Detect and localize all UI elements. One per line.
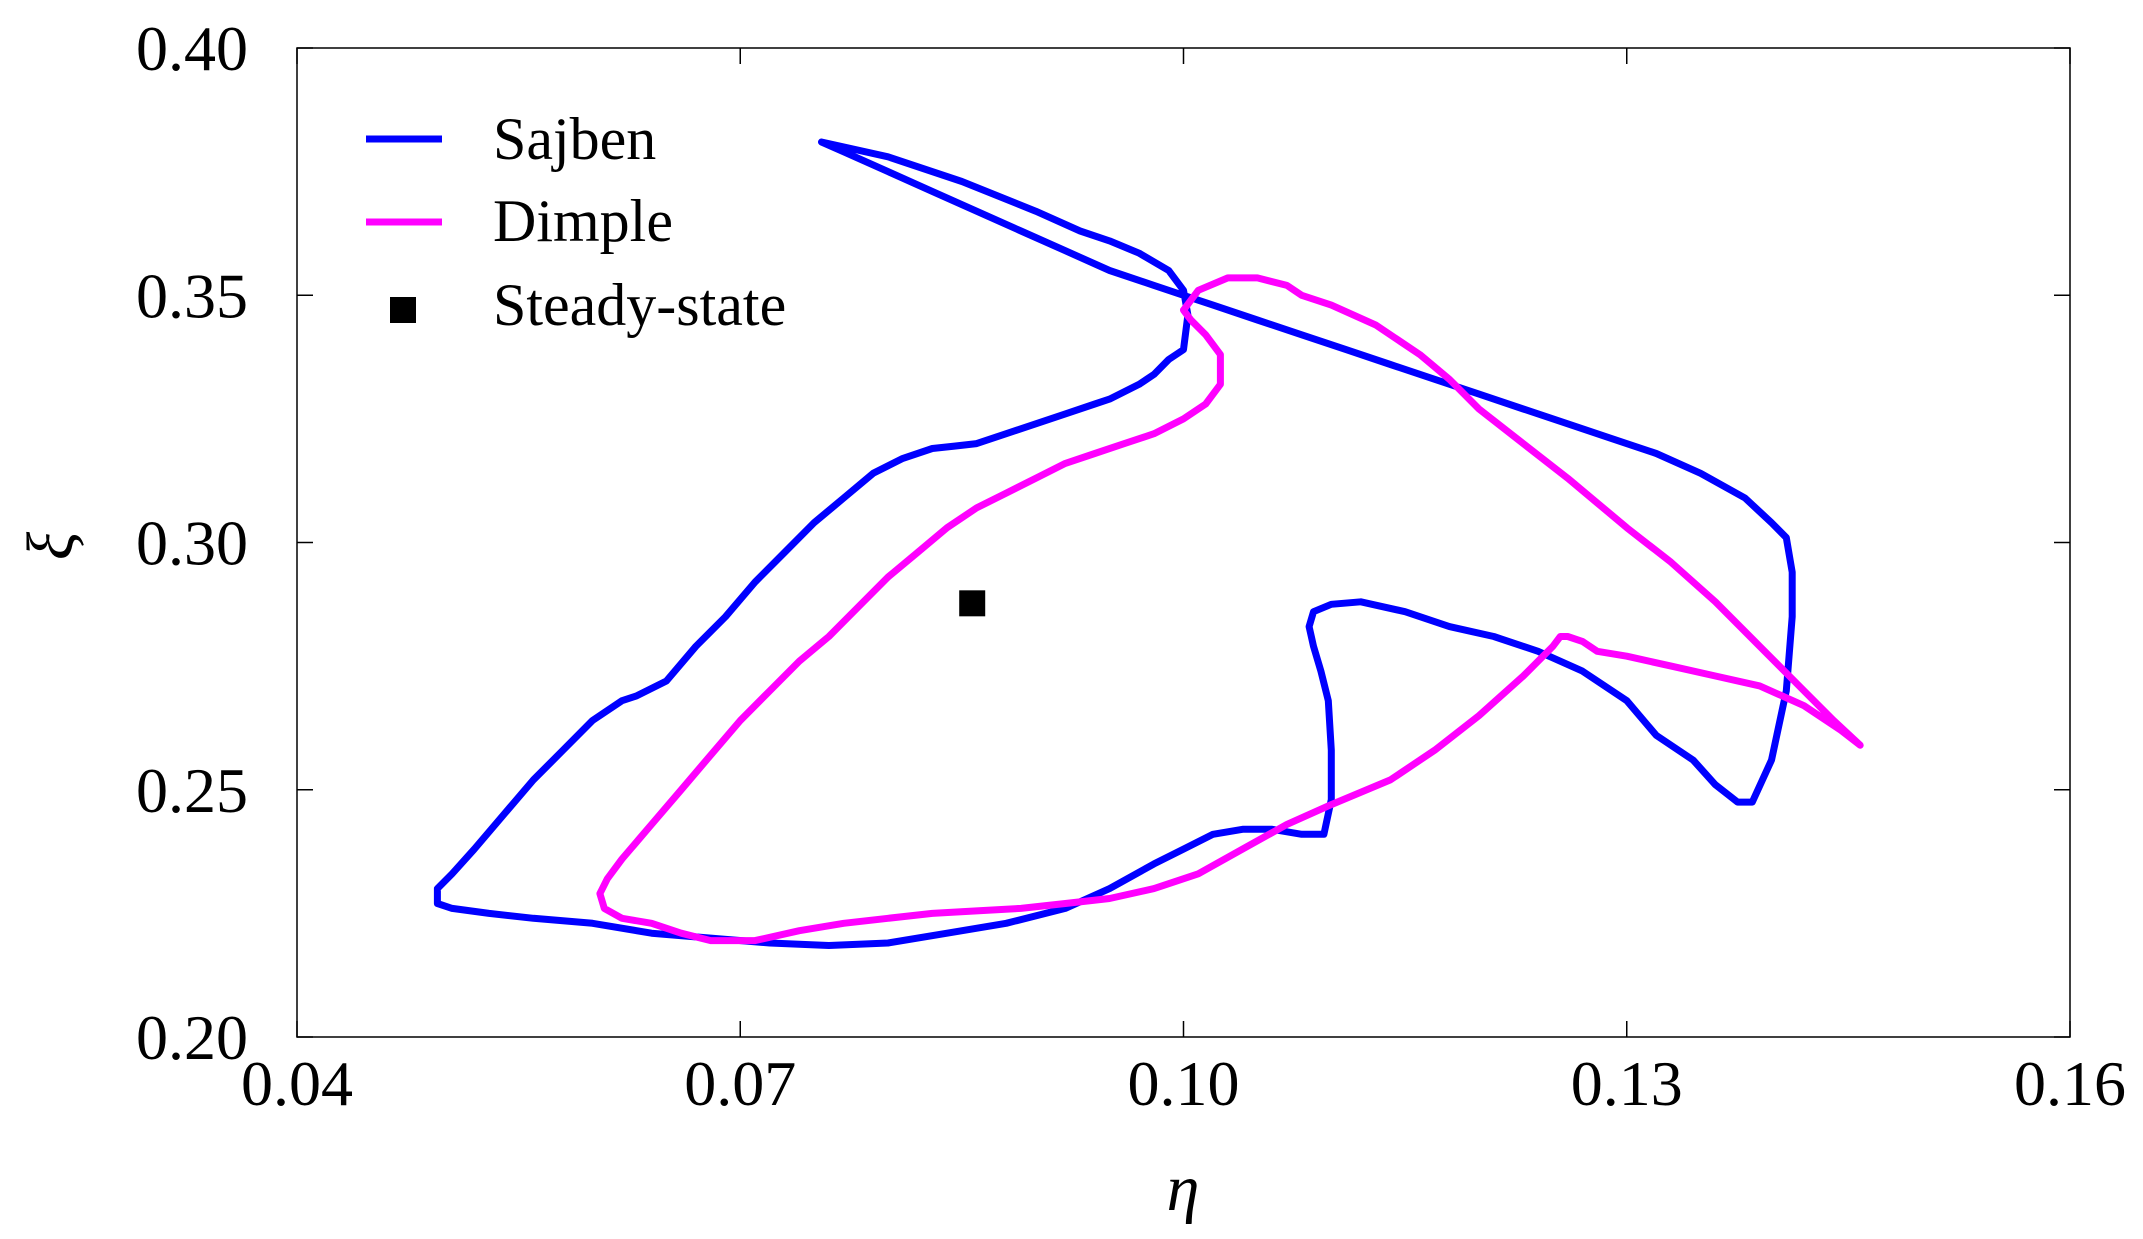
y-tick-label: 0.30 — [136, 508, 248, 579]
y-axis-label: ξ — [14, 531, 87, 560]
series-steady-state-point — [959, 590, 986, 617]
legend-label-dimple: Dimple — [493, 188, 673, 254]
legend: Sajben Dimple Steady-state — [366, 106, 786, 338]
y-axis-ticks: 0.20 0.25 0.30 0.35 0.40 — [136, 13, 2070, 1073]
series-sajben-line — [433, 138, 1796, 949]
y-tick-label: 0.35 — [136, 260, 248, 331]
x-tick-label: 0.13 — [1571, 1048, 1683, 1119]
x-tick-label: 0.16 — [2014, 1048, 2126, 1119]
series-dimple-line — [596, 274, 1864, 945]
y-tick-label: 0.40 — [136, 13, 248, 84]
legend-label-steady-state: Steady-state — [493, 272, 786, 338]
x-tick-label: 0.10 — [1128, 1048, 1240, 1119]
legend-marker-steady-state — [390, 297, 416, 323]
x-axis-label: η — [1167, 1152, 1200, 1225]
series-layer — [433, 138, 1864, 949]
y-tick-label: 0.20 — [136, 1002, 248, 1073]
y-tick-label: 0.25 — [136, 755, 248, 826]
x-axis-ticks: 0.04 0.07 0.10 0.13 0.16 — [241, 48, 2126, 1119]
x-tick-label: 0.04 — [241, 1048, 353, 1119]
x-tick-label: 0.07 — [684, 1048, 796, 1119]
legend-label-sajben: Sajben — [493, 106, 656, 172]
